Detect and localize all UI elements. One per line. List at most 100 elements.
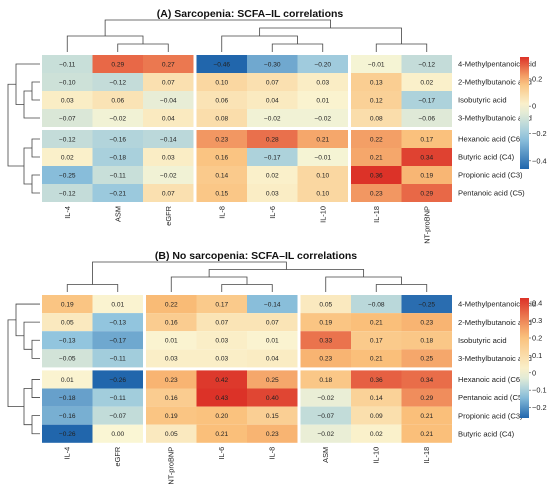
heatmap-cell: [92, 313, 143, 332]
cell-value-label: −0.30: [264, 61, 281, 68]
heatmap-cell: [351, 184, 402, 202]
heatmap-cell: [351, 130, 402, 148]
heatmap-cell: [42, 370, 93, 389]
heatmap-cell: [146, 331, 197, 350]
heatmap-cell: [92, 331, 143, 350]
cell-value-label: 0.25: [266, 377, 279, 384]
cell-value-label: 0.01: [111, 301, 124, 308]
row-label: 3-Methylbutanoic acid: [458, 114, 532, 123]
heatmap-cell: [196, 370, 247, 389]
dendrogram-branch: [208, 269, 365, 277]
cell-value-label: −0.14: [264, 301, 281, 308]
heatmap-cell: [297, 130, 348, 148]
cell-value-label: 0.07: [162, 79, 175, 86]
row-label: Butyric acid (C4): [458, 153, 515, 162]
cell-value-label: −0.11: [110, 395, 127, 402]
panel-b-title: (B) No sarcopenia: SCFA–IL correlations: [155, 250, 357, 262]
cell-value-label: 0.03: [215, 356, 228, 363]
heatmap-cell: [196, 331, 247, 350]
cell-value-label: 0.36: [370, 172, 383, 179]
heatmap-cell: [42, 313, 93, 332]
cell-value-label: 0.22: [370, 136, 383, 143]
cell-value-label: 0.02: [61, 154, 74, 161]
heatmap-cell: [300, 313, 351, 332]
cell-value-label: −0.26: [109, 377, 126, 384]
cell-value-label: −0.17: [109, 338, 126, 345]
heatmap-cell: [247, 349, 298, 368]
column-label: IL-8: [268, 447, 277, 460]
heatmap-cell: [401, 331, 452, 350]
cell-value-label: 0.03: [162, 154, 175, 161]
heatmap-cell: [92, 406, 143, 425]
heatmap-cell: [401, 130, 452, 148]
cell-value-label: −0.20: [314, 61, 331, 68]
cell-value-label: −0.26: [59, 431, 76, 438]
cell-value-label: −0.25: [418, 301, 435, 308]
cell-value-label: 0.16: [215, 154, 228, 161]
cell-value-label: 0.04: [162, 115, 175, 122]
heatmap-cell: [351, 331, 402, 350]
cell-value-label: 0.03: [316, 79, 329, 86]
heatmap-cell: [196, 109, 247, 127]
heatmap-cell: [351, 148, 402, 166]
heatmap-cell: [247, 55, 298, 73]
heatmap-cell: [300, 349, 351, 368]
heatmap-cell: [143, 73, 194, 91]
heatmap-cell: [42, 331, 93, 350]
legend-tick-label: 0.2: [532, 74, 542, 83]
dendrogram-branch: [23, 388, 32, 426]
heatmap-cell: [247, 388, 298, 407]
heatmap-cell: [196, 424, 247, 443]
cell-value-label: 0.02: [266, 172, 279, 179]
heatmap-cell: [351, 388, 402, 407]
heatmap-cell: [42, 349, 93, 368]
heatmap-cell: [247, 91, 298, 109]
dendrogram-branch: [66, 284, 119, 292]
color-scale-bar: [520, 298, 529, 418]
heatmap-cell: [297, 166, 348, 184]
column-label: IL-4: [63, 206, 72, 219]
cell-value-label: 0.19: [319, 319, 332, 326]
heatmap-cell: [146, 295, 197, 314]
cell-value-label: −0.25: [59, 172, 76, 179]
row-label: Butyric acid (C4): [458, 429, 515, 438]
cell-value-label: 0.02: [370, 431, 383, 438]
heatmap-cell: [351, 349, 402, 368]
cell-value-label: 0.29: [111, 61, 124, 68]
heatmap-cell: [146, 349, 197, 368]
panel-b-cells: 0.19 0.01 0.22 0.17 −0.14 0.05 −0.08 −0.25 0.05 −…: [42, 295, 452, 443]
heatmap-cell: [401, 388, 452, 407]
heatmap-cell: [401, 424, 452, 443]
cell-value-label: 0.04: [266, 97, 279, 104]
cell-value-label: 0.12: [370, 97, 383, 104]
cell-value-label: 0.43: [215, 395, 228, 402]
heatmap-cell: [42, 184, 93, 202]
cell-value-label: 0.18: [420, 338, 433, 345]
heatmap-cell: [92, 148, 143, 166]
heatmap-cell: [300, 370, 351, 389]
heatmap-cell: [196, 130, 247, 148]
cell-value-label: 0.19: [420, 172, 433, 179]
cell-value-label: −0.01: [314, 154, 331, 161]
heatmap-cell: [92, 55, 143, 73]
heatmap-cell: [92, 91, 143, 109]
cell-value-label: 0.18: [319, 377, 332, 384]
heatmap-cell: [300, 295, 351, 314]
dendrogram-branch: [92, 261, 287, 285]
cell-value-label: 0.14: [370, 395, 383, 402]
dendrogram-branch: [375, 284, 428, 292]
heatmap-cell: [247, 313, 298, 332]
cell-value-label: −0.11: [59, 61, 76, 68]
cell-value-label: 0.08: [215, 115, 228, 122]
cell-value-label: 0.08: [370, 115, 383, 122]
cell-value-label: 0.16: [165, 395, 178, 402]
cell-value-label: 0.17: [215, 301, 228, 308]
dendrogram-branch: [7, 319, 24, 407]
heatmap-cell: [401, 148, 452, 166]
cell-value-label: 0.10: [316, 190, 329, 197]
column-label: IL-18: [422, 447, 431, 464]
legend-tick-label: 0: [532, 102, 536, 111]
heatmap-cell: [247, 109, 298, 127]
cell-value-label: 0.13: [370, 79, 383, 86]
heatmap-cell: [300, 406, 351, 425]
